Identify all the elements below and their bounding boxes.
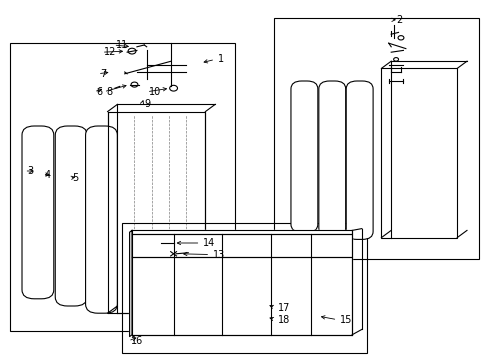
Polygon shape: [132, 230, 351, 234]
Text: 4: 4: [45, 170, 51, 180]
Bar: [122, 223, 366, 353]
FancyBboxPatch shape: [346, 81, 372, 239]
Bar: [381, 68, 456, 238]
Polygon shape: [132, 234, 351, 257]
Text: 7: 7: [100, 69, 106, 79]
Text: 18: 18: [277, 315, 289, 325]
FancyBboxPatch shape: [318, 81, 345, 236]
Text: 11: 11: [116, 40, 128, 50]
Polygon shape: [132, 257, 351, 335]
FancyBboxPatch shape: [290, 81, 317, 232]
Text: 13: 13: [212, 249, 224, 260]
Text: 10: 10: [149, 87, 161, 97]
Text: 3: 3: [27, 166, 33, 176]
FancyBboxPatch shape: [55, 126, 87, 306]
FancyBboxPatch shape: [22, 126, 54, 299]
Text: 15: 15: [339, 315, 351, 325]
Bar: [10, 43, 234, 331]
Text: 17: 17: [277, 303, 289, 313]
Text: 8: 8: [106, 87, 112, 97]
Text: 6: 6: [96, 87, 102, 97]
Text: 5: 5: [72, 173, 78, 183]
Text: 2: 2: [395, 15, 402, 25]
Bar: [107, 112, 205, 313]
Polygon shape: [129, 230, 132, 337]
Text: 12: 12: [104, 47, 116, 57]
Text: 14: 14: [203, 238, 215, 248]
Text: 1: 1: [217, 54, 224, 64]
Text: 16: 16: [130, 336, 142, 346]
Text: 9: 9: [144, 99, 150, 109]
Bar: [273, 18, 478, 259]
FancyBboxPatch shape: [85, 126, 117, 313]
